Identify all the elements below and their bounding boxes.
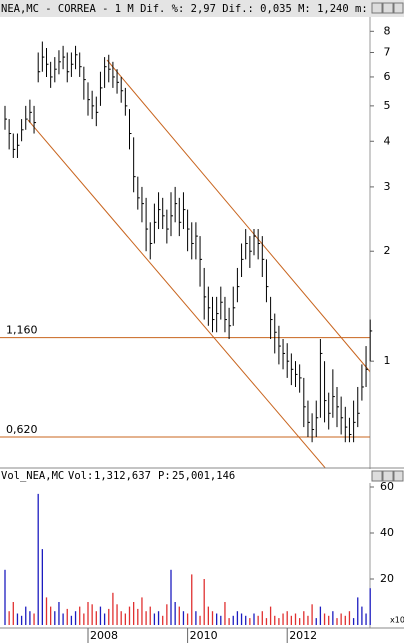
y-tick-label: 40	[380, 526, 394, 539]
trend-line	[27, 119, 326, 468]
volume-scale-note: x10	[390, 616, 404, 625]
minimize-button[interactable]	[371, 470, 383, 482]
x-tick-label: 2010	[190, 629, 218, 642]
x-tick-label: 2008	[90, 629, 118, 642]
x-tick-label: 2012	[289, 629, 317, 642]
maximize-button[interactable]	[382, 2, 394, 14]
y-tick-label: 6	[384, 70, 391, 83]
volume-header	[0, 469, 404, 483]
y-tick-label: 5	[384, 99, 391, 112]
y-tick-label: 4	[384, 134, 391, 147]
window-buttons[interactable]	[371, 2, 404, 14]
header-bar	[0, 0, 404, 17]
horizontal-line-label: 0,620	[6, 423, 38, 436]
volume-legend: 1,312,637	[94, 470, 151, 482]
volume-legend: P:	[158, 470, 171, 482]
y-tick-label: 1	[384, 354, 391, 367]
volume-legend: 25,001,146	[172, 470, 235, 482]
horizontal-line-label: 1,160	[6, 324, 38, 337]
close-button[interactable]	[393, 2, 404, 14]
volume-legend: Vol:	[68, 470, 93, 482]
y-tick-label: 20	[380, 572, 394, 585]
y-tick-label: 8	[384, 24, 391, 37]
channel-lines	[27, 59, 370, 468]
y-tick-label: 2	[384, 244, 391, 257]
y-tick-label: 3	[384, 180, 391, 193]
close-button[interactable]	[393, 470, 404, 482]
maximize-button[interactable]	[382, 470, 394, 482]
y-tick-label: 7	[384, 45, 391, 58]
y-tick-label: 60	[380, 480, 394, 493]
minimize-button[interactable]	[371, 2, 383, 14]
volume-legend: Vol_NEA,MC	[1, 470, 64, 482]
chart-title: NEA,MC - CORREA - 1 M Dif. %: 2,97 Dif.:…	[1, 3, 387, 15]
